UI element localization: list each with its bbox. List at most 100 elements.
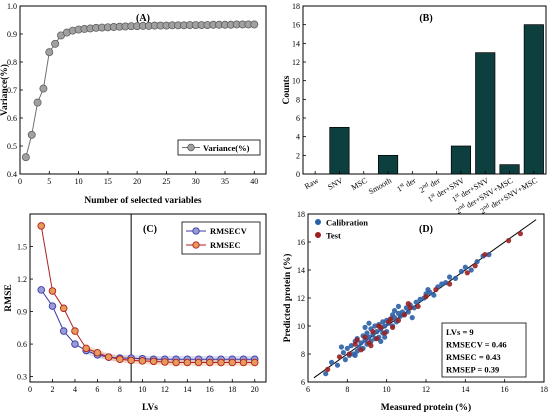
test-point — [517, 231, 524, 237]
x-tick-label: 40 — [250, 177, 258, 186]
calibration-point — [468, 267, 474, 273]
calibration-point — [462, 264, 468, 270]
test-point — [506, 238, 512, 244]
calibration-point — [452, 275, 459, 281]
rmse-point — [194, 358, 203, 367]
panel-label: (B) — [419, 13, 432, 24]
test-point — [447, 281, 453, 287]
variance-point — [33, 98, 42, 107]
calibration-point — [382, 334, 388, 340]
count-bar — [329, 126, 350, 175]
x-tick-label: 0 — [18, 177, 22, 186]
test-point — [362, 334, 368, 340]
y-tick-label: 0.6 — [17, 340, 27, 349]
stats-text: RMSEP = 0.39 — [446, 365, 499, 375]
panel-a: 0 5 10 15 20 25 30 35 40 0.4 0.5 0.6 0.7 0.8 0.9 1.0 (A)… — [0, 2, 267, 206]
x-tick-label: MSC — [350, 176, 369, 192]
test-point — [395, 317, 402, 323]
calibration-point — [374, 329, 380, 335]
x-tick-label: 16 — [206, 385, 214, 394]
variance-point — [45, 48, 54, 57]
rmse-point — [228, 358, 237, 367]
calibration-point — [323, 371, 329, 377]
calibration-point — [409, 315, 415, 321]
x-tick-label: 18 — [228, 385, 236, 394]
y-tick-label: 16 — [297, 238, 305, 247]
x-tick-label: 10 — [383, 385, 391, 394]
test-point — [376, 323, 382, 329]
rmse-point — [71, 327, 79, 335]
y-tick-label: 12 — [297, 294, 305, 303]
calibration-point — [417, 296, 423, 302]
x-tick-label: 14 — [461, 385, 469, 394]
rmse-point — [149, 357, 158, 366]
x-tick-label: SNV — [326, 176, 345, 192]
x-tick-label: 18 — [540, 385, 548, 394]
variance-point — [51, 39, 60, 48]
x-tick-label: 16 — [501, 385, 509, 394]
test-point — [401, 312, 407, 318]
legend-marker — [315, 219, 321, 225]
x-tick-label: 10 — [138, 385, 146, 394]
y-tick-label: 0.6 — [7, 114, 17, 123]
test-point — [336, 354, 343, 360]
calibration-point — [447, 274, 453, 280]
variance-point — [39, 84, 48, 93]
x-tick-label: 20 — [133, 177, 141, 186]
y-tick-label: 6 — [296, 114, 300, 123]
legend-marker — [192, 227, 200, 235]
rmse-line — [40, 289, 255, 360]
test-point — [382, 330, 388, 336]
panel-label: (C) — [143, 224, 157, 235]
y-axis-title: RMSE — [4, 284, 14, 311]
calibration-point — [443, 280, 449, 286]
y-tick-label: 12 — [292, 58, 300, 67]
y-tick-label: 0.9 — [17, 308, 27, 317]
y-tick-label: 0.5 — [7, 142, 17, 151]
test-point — [472, 263, 478, 269]
calibration-point — [352, 352, 358, 358]
test-point — [464, 270, 470, 276]
calibration-point — [340, 350, 346, 356]
x-tick-label: 8 — [345, 385, 349, 394]
y-axis-title: Counts — [282, 75, 292, 104]
test-point — [370, 329, 376, 335]
x-tick-label: Smooth — [367, 176, 393, 196]
x-axis-title: LVs — [142, 403, 158, 413]
legend-label: Calibration — [326, 218, 368, 228]
rmse-point — [138, 357, 147, 365]
x-tick-label: 2 — [50, 385, 54, 394]
y-tick-label: 16 — [292, 21, 300, 30]
test-point — [405, 301, 411, 307]
calibration-point — [338, 344, 345, 350]
x-tick-label: 25 — [162, 177, 170, 186]
legend-label: Variance(%) — [203, 143, 250, 153]
rmse-point — [48, 287, 57, 295]
y-tick-label: 14 — [297, 266, 305, 275]
calibration-point — [366, 334, 372, 340]
y-tick-label: 0.4 — [7, 170, 17, 179]
x-tick-label: 1st der — [395, 176, 417, 194]
calibration-point — [411, 305, 417, 311]
legend-marker — [192, 241, 200, 249]
y-tick-label: 14 — [292, 39, 300, 48]
rmse-point — [59, 304, 68, 313]
test-point — [423, 294, 429, 300]
legend-marker — [187, 143, 195, 152]
test-point — [482, 252, 488, 258]
rmse-point — [59, 327, 68, 335]
count-bar — [475, 52, 496, 175]
calibration-point — [354, 348, 360, 354]
test-point — [388, 316, 394, 322]
legend-label: RMSECV — [210, 226, 248, 236]
y-axis-title: Predicted protein (%) — [282, 254, 293, 343]
rmse-point — [172, 358, 180, 367]
rmse-point — [183, 358, 192, 367]
test-point — [346, 351, 352, 357]
calibration-point — [425, 287, 431, 293]
x-tick-label: 15 — [104, 177, 112, 186]
calibration-point — [395, 303, 402, 309]
calibration-point — [348, 343, 354, 349]
calibration-point — [405, 309, 411, 315]
